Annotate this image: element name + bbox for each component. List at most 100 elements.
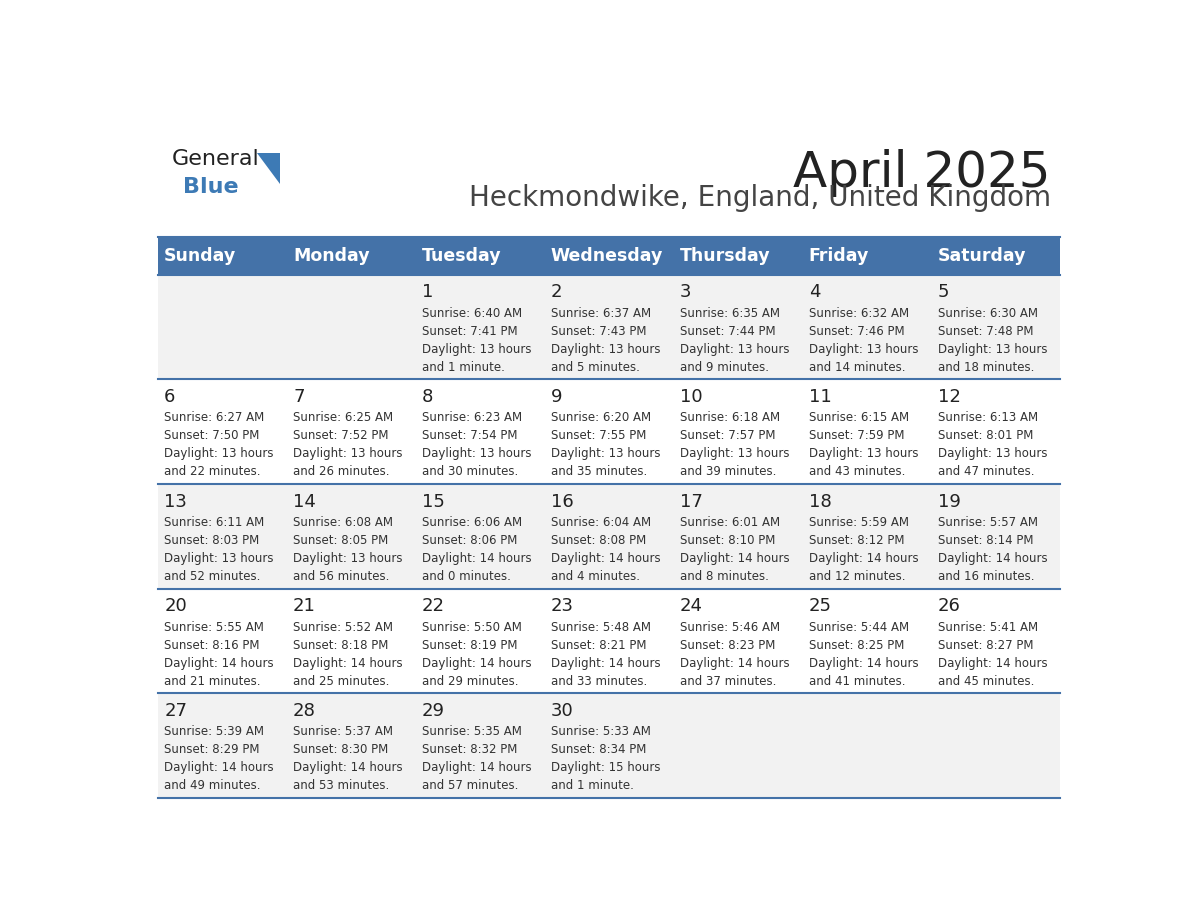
Text: 30: 30 bbox=[551, 701, 574, 720]
Bar bbox=[802, 588, 931, 693]
Bar bbox=[931, 238, 1060, 274]
Text: Wednesday: Wednesday bbox=[551, 247, 663, 265]
Bar bbox=[674, 484, 802, 588]
Text: Friday: Friday bbox=[809, 247, 868, 265]
Text: Thursday: Thursday bbox=[680, 247, 770, 265]
Text: Saturday: Saturday bbox=[937, 247, 1026, 265]
Text: Sunrise: 6:15 AM
Sunset: 7:59 PM
Daylight: 13 hours
and 43 minutes.: Sunrise: 6:15 AM Sunset: 7:59 PM Dayligh… bbox=[809, 411, 918, 478]
Text: 13: 13 bbox=[164, 493, 187, 510]
Text: Sunrise: 6:23 AM
Sunset: 7:54 PM
Daylight: 13 hours
and 30 minutes.: Sunrise: 6:23 AM Sunset: 7:54 PM Dayligh… bbox=[422, 411, 531, 478]
Text: 25: 25 bbox=[809, 598, 832, 615]
Text: Sunrise: 5:35 AM
Sunset: 8:32 PM
Daylight: 14 hours
and 57 minutes.: Sunrise: 5:35 AM Sunset: 8:32 PM Dayligh… bbox=[422, 725, 531, 792]
Text: 4: 4 bbox=[809, 284, 820, 301]
Bar bbox=[286, 484, 416, 588]
Text: 2: 2 bbox=[551, 284, 562, 301]
Text: April 2025: April 2025 bbox=[794, 149, 1051, 197]
Bar bbox=[931, 693, 1060, 798]
Text: Sunrise: 6:35 AM
Sunset: 7:44 PM
Daylight: 13 hours
and 9 minutes.: Sunrise: 6:35 AM Sunset: 7:44 PM Dayligh… bbox=[680, 307, 789, 374]
Text: 9: 9 bbox=[551, 388, 562, 406]
Text: Sunrise: 5:55 AM
Sunset: 8:16 PM
Daylight: 14 hours
and 21 minutes.: Sunrise: 5:55 AM Sunset: 8:16 PM Dayligh… bbox=[164, 621, 273, 688]
Text: 28: 28 bbox=[293, 701, 316, 720]
Bar bbox=[674, 238, 802, 274]
Bar bbox=[544, 274, 674, 379]
Bar bbox=[158, 588, 286, 693]
Bar bbox=[931, 588, 1060, 693]
Text: 24: 24 bbox=[680, 598, 703, 615]
Text: Sunrise: 5:41 AM
Sunset: 8:27 PM
Daylight: 14 hours
and 45 minutes.: Sunrise: 5:41 AM Sunset: 8:27 PM Dayligh… bbox=[937, 621, 1047, 688]
Bar bbox=[544, 484, 674, 588]
Text: 16: 16 bbox=[551, 493, 574, 510]
Text: 1: 1 bbox=[422, 284, 434, 301]
Text: Blue: Blue bbox=[183, 177, 238, 197]
Text: Sunrise: 6:37 AM
Sunset: 7:43 PM
Daylight: 13 hours
and 5 minutes.: Sunrise: 6:37 AM Sunset: 7:43 PM Dayligh… bbox=[551, 307, 661, 374]
Bar bbox=[544, 238, 674, 274]
Text: 18: 18 bbox=[809, 493, 832, 510]
Text: Sunrise: 6:01 AM
Sunset: 8:10 PM
Daylight: 14 hours
and 8 minutes.: Sunrise: 6:01 AM Sunset: 8:10 PM Dayligh… bbox=[680, 516, 789, 583]
Bar bbox=[802, 379, 931, 484]
Bar bbox=[158, 484, 286, 588]
Bar bbox=[674, 274, 802, 379]
Text: 3: 3 bbox=[680, 284, 691, 301]
Bar bbox=[544, 693, 674, 798]
Bar bbox=[802, 484, 931, 588]
Bar bbox=[416, 693, 544, 798]
Text: 27: 27 bbox=[164, 701, 188, 720]
Text: Sunrise: 5:52 AM
Sunset: 8:18 PM
Daylight: 14 hours
and 25 minutes.: Sunrise: 5:52 AM Sunset: 8:18 PM Dayligh… bbox=[293, 621, 403, 688]
Text: Sunday: Sunday bbox=[164, 247, 236, 265]
Bar bbox=[286, 588, 416, 693]
Bar bbox=[931, 379, 1060, 484]
Text: Sunrise: 5:44 AM
Sunset: 8:25 PM
Daylight: 14 hours
and 41 minutes.: Sunrise: 5:44 AM Sunset: 8:25 PM Dayligh… bbox=[809, 621, 918, 688]
Text: 14: 14 bbox=[293, 493, 316, 510]
Text: Sunrise: 5:37 AM
Sunset: 8:30 PM
Daylight: 14 hours
and 53 minutes.: Sunrise: 5:37 AM Sunset: 8:30 PM Dayligh… bbox=[293, 725, 403, 792]
Text: Sunrise: 6:18 AM
Sunset: 7:57 PM
Daylight: 13 hours
and 39 minutes.: Sunrise: 6:18 AM Sunset: 7:57 PM Dayligh… bbox=[680, 411, 789, 478]
Text: Sunrise: 5:57 AM
Sunset: 8:14 PM
Daylight: 14 hours
and 16 minutes.: Sunrise: 5:57 AM Sunset: 8:14 PM Dayligh… bbox=[937, 516, 1047, 583]
Text: Sunrise: 6:30 AM
Sunset: 7:48 PM
Daylight: 13 hours
and 18 minutes.: Sunrise: 6:30 AM Sunset: 7:48 PM Dayligh… bbox=[937, 307, 1047, 374]
Text: 22: 22 bbox=[422, 598, 446, 615]
Bar bbox=[416, 379, 544, 484]
Text: Sunrise: 5:48 AM
Sunset: 8:21 PM
Daylight: 14 hours
and 33 minutes.: Sunrise: 5:48 AM Sunset: 8:21 PM Dayligh… bbox=[551, 621, 661, 688]
Text: Sunrise: 5:39 AM
Sunset: 8:29 PM
Daylight: 14 hours
and 49 minutes.: Sunrise: 5:39 AM Sunset: 8:29 PM Dayligh… bbox=[164, 725, 273, 792]
Bar bbox=[544, 379, 674, 484]
Text: Sunrise: 6:32 AM
Sunset: 7:46 PM
Daylight: 13 hours
and 14 minutes.: Sunrise: 6:32 AM Sunset: 7:46 PM Dayligh… bbox=[809, 307, 918, 374]
Text: 11: 11 bbox=[809, 388, 832, 406]
Bar bbox=[286, 274, 416, 379]
Bar bbox=[416, 274, 544, 379]
Text: 7: 7 bbox=[293, 388, 304, 406]
Text: Sunrise: 5:46 AM
Sunset: 8:23 PM
Daylight: 14 hours
and 37 minutes.: Sunrise: 5:46 AM Sunset: 8:23 PM Dayligh… bbox=[680, 621, 789, 688]
Bar bbox=[674, 379, 802, 484]
Text: Sunrise: 5:50 AM
Sunset: 8:19 PM
Daylight: 14 hours
and 29 minutes.: Sunrise: 5:50 AM Sunset: 8:19 PM Dayligh… bbox=[422, 621, 531, 688]
Polygon shape bbox=[257, 152, 280, 185]
Text: Sunrise: 6:08 AM
Sunset: 8:05 PM
Daylight: 13 hours
and 56 minutes.: Sunrise: 6:08 AM Sunset: 8:05 PM Dayligh… bbox=[293, 516, 403, 583]
Text: 6: 6 bbox=[164, 388, 176, 406]
Text: General: General bbox=[171, 149, 259, 169]
Bar bbox=[674, 588, 802, 693]
Text: Sunrise: 6:27 AM
Sunset: 7:50 PM
Daylight: 13 hours
and 22 minutes.: Sunrise: 6:27 AM Sunset: 7:50 PM Dayligh… bbox=[164, 411, 273, 478]
Bar bbox=[416, 588, 544, 693]
Text: Sunrise: 5:59 AM
Sunset: 8:12 PM
Daylight: 14 hours
and 12 minutes.: Sunrise: 5:59 AM Sunset: 8:12 PM Dayligh… bbox=[809, 516, 918, 583]
Text: 5: 5 bbox=[937, 284, 949, 301]
Text: 12: 12 bbox=[937, 388, 960, 406]
Text: 8: 8 bbox=[422, 388, 434, 406]
Bar bbox=[931, 274, 1060, 379]
Bar bbox=[416, 484, 544, 588]
Bar bbox=[674, 693, 802, 798]
Bar bbox=[802, 274, 931, 379]
Text: 20: 20 bbox=[164, 598, 187, 615]
Text: Tuesday: Tuesday bbox=[422, 247, 501, 265]
Text: Sunrise: 6:11 AM
Sunset: 8:03 PM
Daylight: 13 hours
and 52 minutes.: Sunrise: 6:11 AM Sunset: 8:03 PM Dayligh… bbox=[164, 516, 273, 583]
Bar bbox=[931, 484, 1060, 588]
Bar bbox=[158, 693, 286, 798]
Bar bbox=[158, 379, 286, 484]
Bar bbox=[158, 274, 286, 379]
Text: Sunrise: 6:06 AM
Sunset: 8:06 PM
Daylight: 14 hours
and 0 minutes.: Sunrise: 6:06 AM Sunset: 8:06 PM Dayligh… bbox=[422, 516, 531, 583]
Bar bbox=[802, 238, 931, 274]
Text: Sunrise: 6:25 AM
Sunset: 7:52 PM
Daylight: 13 hours
and 26 minutes.: Sunrise: 6:25 AM Sunset: 7:52 PM Dayligh… bbox=[293, 411, 403, 478]
Text: Sunrise: 5:33 AM
Sunset: 8:34 PM
Daylight: 15 hours
and 1 minute.: Sunrise: 5:33 AM Sunset: 8:34 PM Dayligh… bbox=[551, 725, 661, 792]
Text: 17: 17 bbox=[680, 493, 702, 510]
Bar bbox=[544, 588, 674, 693]
Text: Monday: Monday bbox=[293, 247, 369, 265]
Bar bbox=[802, 693, 931, 798]
Bar bbox=[158, 238, 286, 274]
Text: 29: 29 bbox=[422, 701, 446, 720]
Bar bbox=[286, 693, 416, 798]
